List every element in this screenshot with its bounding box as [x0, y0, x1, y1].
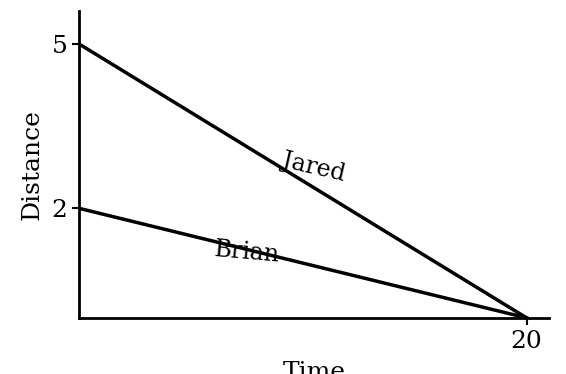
Text: Brian: Brian [213, 238, 281, 267]
Text: Jared: Jared [280, 149, 348, 186]
X-axis label: Time: Time [282, 361, 346, 374]
Y-axis label: Distance: Distance [20, 109, 43, 220]
